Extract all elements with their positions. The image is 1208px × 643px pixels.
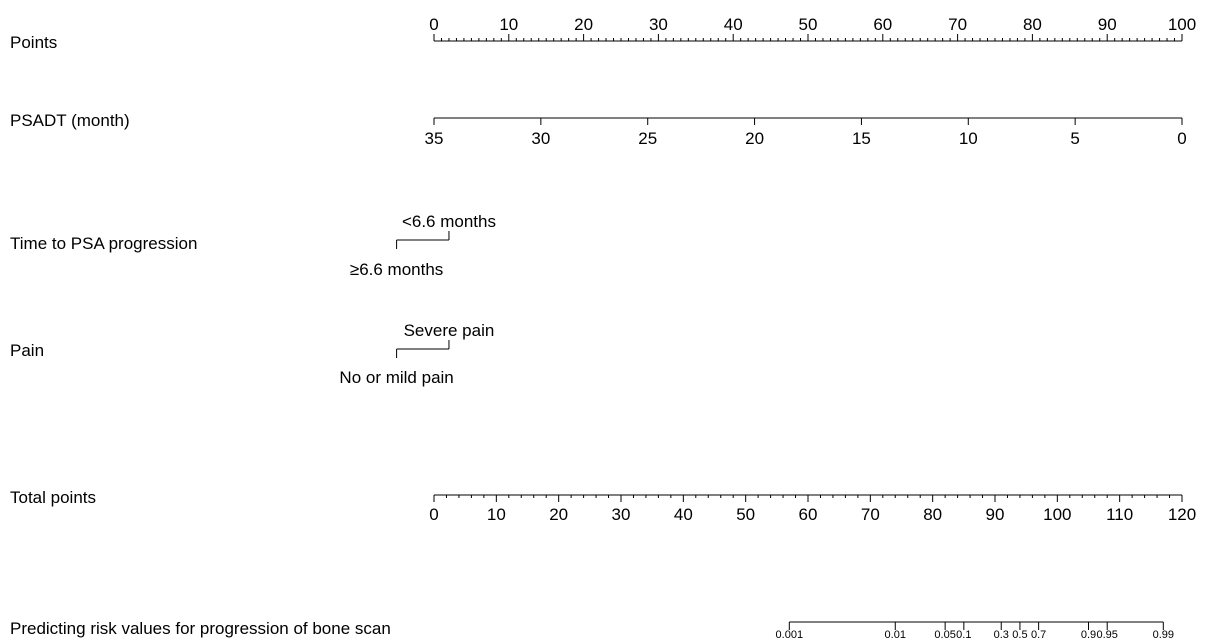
total-points-tick-label: 110 [1106,505,1133,524]
points-tick-label: 30 [649,15,668,34]
row-label-points: Points [10,33,57,52]
psadt-tick-label: 35 [425,129,444,148]
risk-tick-label: 0.9 [1081,629,1096,641]
risk-tick-label: 0.3 [994,629,1009,641]
total-points-tick-label: 70 [861,505,880,524]
pain-level-low: No or mild pain [339,368,453,387]
points-tick-label: 10 [499,15,518,34]
risk-tick-label: 0.95 [1096,629,1117,641]
risk-tick-label: 0.001 [776,629,804,641]
psadt-tick-label: 20 [745,129,764,148]
points-tick-label: 50 [799,15,818,34]
risk-tick-label: 0.99 [1153,629,1174,641]
time-to-psa-level-high: <6.6 months [402,212,496,231]
risk-tick-label: 0.5 [1012,629,1027,641]
total-points-tick-label: 100 [1043,505,1071,524]
psadt-tick-label: 15 [852,129,871,148]
points-tick-label: 70 [948,15,967,34]
points-tick-label: 90 [1098,15,1117,34]
row-labels: Points PSADT (month) Time to PSA progres… [10,33,391,638]
total-points-tick-label: 60 [799,505,818,524]
total-points-tick-label: 20 [549,505,568,524]
row-label-total-points: Total points [10,488,96,507]
points-tick-label: 0 [429,15,438,34]
row-label-psadt: PSADT (month) [10,111,130,130]
row-label-pain: Pain [10,341,44,360]
psadt-tick-label: 0 [1177,129,1186,148]
row-label-risk: Predicting risk values for progression o… [10,619,391,638]
psadt-tick-label: 25 [638,129,657,148]
risk-tick-label: 0.7 [1031,629,1046,641]
row-label-time-to-psa: Time to PSA progression [10,234,197,253]
total-points-tick-label: 80 [923,505,942,524]
total-points-tick-label: 90 [986,505,1005,524]
total-points-tick-label: 10 [487,505,506,524]
total-points-tick-label: 30 [612,505,631,524]
total-points-tick-label: 50 [736,505,755,524]
points-tick-label: 40 [724,15,743,34]
total-points-tick-label: 120 [1168,505,1196,524]
risk-tick-label: 0.1 [956,629,971,641]
points-tick-label: 20 [574,15,593,34]
total-points-tick-label: 40 [674,505,693,524]
time-to-psa-level-low: ≥6.6 months [350,260,443,279]
risk-tick-label: 0.05 [934,629,955,641]
total-points-tick-label: 0 [429,505,438,524]
points-tick-label: 100 [1168,15,1196,34]
psadt-tick-label: 10 [959,129,978,148]
psadt-tick-label: 5 [1070,129,1079,148]
points-tick-label: 60 [873,15,892,34]
points-tick-label: 80 [1023,15,1042,34]
risk-tick-label: 0.01 [885,629,906,641]
psadt-tick-label: 30 [531,129,550,148]
pain-level-high: Severe pain [404,321,495,340]
